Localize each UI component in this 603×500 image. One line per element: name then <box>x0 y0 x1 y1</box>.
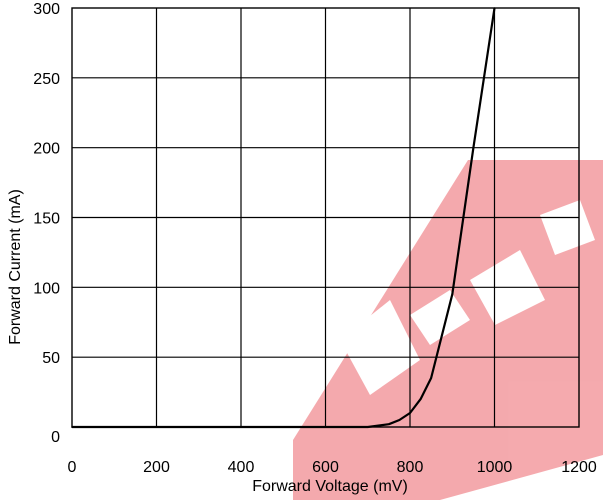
curve-point <box>419 398 422 400</box>
watermark-logo <box>293 160 603 500</box>
y-tick-labels: 0 50 100 150 200 250 300 <box>33 1 60 446</box>
curve-point <box>493 7 496 9</box>
curve-point <box>430 377 432 379</box>
y-tick-label: 250 <box>33 71 60 88</box>
y-tick-label: 0 <box>51 429 60 446</box>
x-tick-label: 1000 <box>477 459 513 476</box>
forward-current-curve <box>72 7 496 429</box>
x-tick-label: 0 <box>68 459 77 476</box>
curve-point <box>472 146 475 149</box>
x-tick-label: 800 <box>397 459 424 476</box>
x-tick-labels: 0 200 400 600 800 1000 1200 <box>68 459 597 476</box>
curve-point <box>398 419 401 421</box>
curve-point <box>71 426 73 428</box>
y-tick-label: 50 <box>42 350 60 367</box>
y-tick-label: 200 <box>33 141 60 158</box>
x-tick-label: 1200 <box>561 459 597 476</box>
curve-point <box>451 293 454 296</box>
y-axis-title: Forward Current (mA) <box>7 189 24 345</box>
y-tick-label: 100 <box>33 280 60 297</box>
curve-point <box>366 426 369 428</box>
x-axis-title: Forward Voltage (mV) <box>252 478 408 495</box>
y-tick-label: 150 <box>33 211 60 228</box>
x-tick-label: 400 <box>228 459 255 476</box>
grid-lines <box>72 8 579 427</box>
curve-point <box>388 423 390 426</box>
y-tick-label: 300 <box>33 1 60 18</box>
x-tick-label: 200 <box>143 459 170 476</box>
x-tick-label: 600 <box>312 459 339 476</box>
series-layer <box>71 7 496 429</box>
curve-point <box>409 412 411 414</box>
